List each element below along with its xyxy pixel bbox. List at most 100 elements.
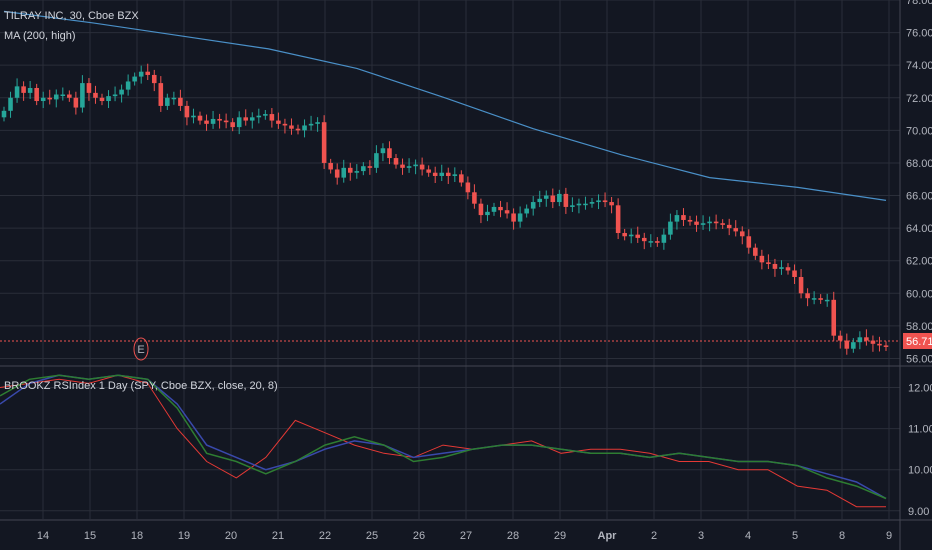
candle-body <box>687 219 693 222</box>
candle-body <box>707 221 712 224</box>
indicator-legend[interactable]: BROOKZ RSIndex 1 Day (SPY, Cboe BZX, clo… <box>4 380 278 392</box>
rsi-tick-label: 10.00 <box>908 465 932 477</box>
price-tick-label: 70.00 <box>906 125 932 137</box>
rsi-tick-label: 11.00 <box>908 424 932 436</box>
candle-body <box>641 237 647 242</box>
candle-body <box>811 298 817 300</box>
time-tick-label: 20 <box>225 530 237 542</box>
candle-body <box>550 195 556 203</box>
rsi-axis[interactable]: 9.00 10.00 11.00 12.00 <box>908 383 932 518</box>
candle-body <box>459 174 464 183</box>
ma-legend[interactable]: MA (200, high) <box>4 30 76 42</box>
candle-body <box>837 335 843 341</box>
candle-body <box>263 114 268 116</box>
candle-body <box>537 198 543 203</box>
candle-body <box>106 96 111 102</box>
candle-body <box>589 202 595 204</box>
price-tick-label: 64.00 <box>906 223 932 235</box>
candle-body <box>759 255 765 263</box>
candle-body <box>204 120 209 124</box>
time-tick-label: 15 <box>84 530 96 542</box>
candle-body <box>713 221 719 224</box>
candlestick-series <box>1 63 889 355</box>
candle-body <box>341 167 347 178</box>
candle-body <box>21 86 26 93</box>
candle-body <box>132 76 137 82</box>
candle-body <box>269 114 275 121</box>
candle-body <box>700 223 706 225</box>
candle-body <box>249 117 255 121</box>
time-tick-label: 27 <box>460 530 472 542</box>
candle-body <box>557 193 562 203</box>
price-tick-label: 68.00 <box>906 158 932 170</box>
candle-body <box>511 213 516 222</box>
candle-body <box>609 202 614 206</box>
candle-body <box>321 122 327 163</box>
candle-body <box>870 340 876 344</box>
event-marker-label: E <box>137 344 144 356</box>
time-tick-label: 8 <box>839 530 845 542</box>
candle-body <box>256 115 262 118</box>
candle-body <box>661 234 667 243</box>
candle-body <box>674 215 680 222</box>
candle-body <box>818 298 823 300</box>
candle-body <box>857 337 863 343</box>
candle-body <box>230 122 235 128</box>
candle-body <box>60 94 66 97</box>
candle-body <box>145 71 151 75</box>
candle-body <box>622 233 627 237</box>
candle-body <box>419 164 425 170</box>
candle-body <box>864 337 869 341</box>
candle-body <box>648 241 654 243</box>
candle-body <box>308 123 314 126</box>
candle-body <box>491 206 497 212</box>
candle-body <box>655 241 660 243</box>
candle-body <box>387 148 392 159</box>
candle-body <box>426 169 431 173</box>
time-axis[interactable]: 14 15 18 19 20 21 22 25 26 27 28 29 Apr 2 3 4 5 8 9 <box>37 530 892 542</box>
time-tick-label: Apr <box>598 530 618 542</box>
candle-body <box>86 83 92 93</box>
candle-body <box>138 71 144 77</box>
earnings-event-marker[interactable]: E <box>133 337 149 361</box>
candle-body <box>576 203 582 206</box>
candle-body <box>726 224 732 229</box>
price-axis[interactable]: 56.00 58.00 60.00 62.00 64.00 66.00 68.00 70.00… <box>906 0 932 365</box>
candle-body <box>289 125 294 129</box>
time-tick-label: 28 <box>507 530 519 542</box>
candle-body <box>485 211 490 216</box>
time-tick-label: 9 <box>886 530 892 542</box>
candle-body <box>602 200 608 203</box>
candle-body <box>517 213 523 222</box>
symbol-legend[interactable]: TILRAY INC, 30, Cboe BZX <box>4 10 139 22</box>
candle-body <box>530 202 536 209</box>
candle-body <box>217 118 222 121</box>
rsi-tick-label: 9.00 <box>908 506 929 518</box>
candle-body <box>472 192 477 204</box>
candle-body <box>158 83 164 106</box>
candle-body <box>282 123 288 126</box>
candle-body <box>151 74 157 84</box>
time-tick-label: 14 <box>37 530 49 542</box>
price-tick-label: 76.00 <box>906 28 932 40</box>
price-tick-label: 56.00 <box>906 353 932 365</box>
candle-body <box>236 117 242 128</box>
rsi-line-0 <box>0 374 887 500</box>
candle-body <box>831 299 837 336</box>
time-tick-label: 26 <box>413 530 425 542</box>
candle-body <box>883 345 889 347</box>
candle-body <box>478 203 484 216</box>
candle-body <box>439 172 445 176</box>
time-tick-label: 21 <box>272 530 284 542</box>
candle-body <box>354 171 360 173</box>
candle-body <box>393 158 399 165</box>
candle-body <box>1 110 7 118</box>
candle-body <box>739 231 745 237</box>
candle-body <box>99 97 105 102</box>
candle-body <box>27 87 33 93</box>
current-price-value: 56.71 <box>906 336 932 348</box>
candle-body <box>119 89 124 95</box>
candle-body <box>570 205 575 207</box>
candle-body <box>720 223 725 225</box>
candle-body <box>583 203 588 206</box>
